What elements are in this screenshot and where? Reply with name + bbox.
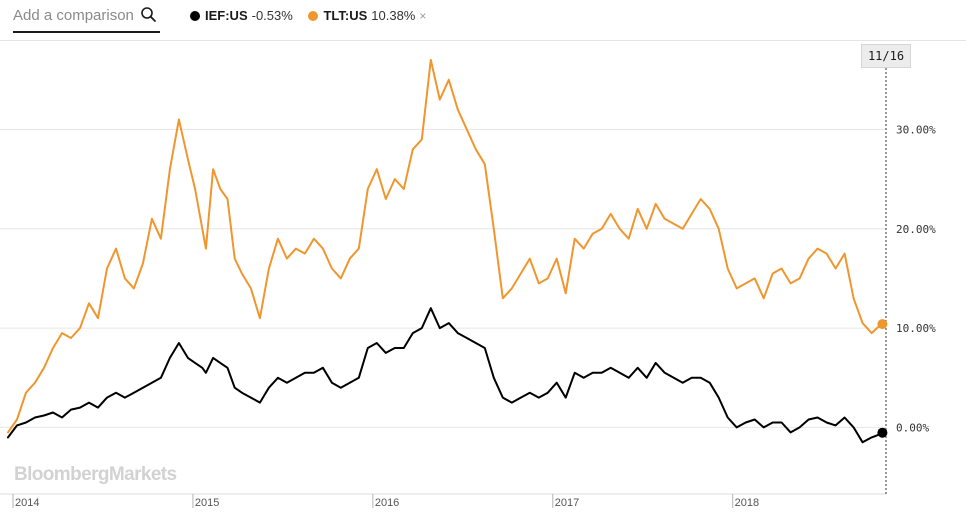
legend-dot-tlt [308, 10, 319, 21]
y-axis: 30.00% 20.00% 10.00% 0.00% [896, 123, 936, 434]
x-tick-label: 2016 [375, 497, 399, 509]
series-line-ief [7, 307, 884, 444]
search-icon[interactable] [140, 6, 158, 24]
legend-ticker: TLT:US [323, 8, 368, 23]
comparison-search[interactable]: Add a comparison [13, 0, 160, 33]
end-markers [877, 319, 888, 438]
search-placeholder: Add a comparison [13, 7, 134, 24]
series-line-tlt [7, 58, 884, 434]
legend-ticker: IEF:US [205, 8, 248, 23]
cursor-date-label: 11/16 [861, 44, 911, 68]
x-tick-label: 2017 [555, 497, 579, 509]
series-layer [7, 58, 884, 444]
brand-watermark: BloombergMarkets [14, 464, 177, 485]
x-tick-label: 2015 [195, 497, 219, 509]
header-divider [0, 40, 966, 41]
x-tick-label: 2018 [735, 497, 759, 509]
end-marker-tlt [877, 319, 888, 330]
legend: IEF:US -0.53% TLT:US 10.38% × [190, 8, 438, 24]
y-tick-label: 20.00% [896, 223, 936, 236]
legend-change: -0.53% [251, 8, 293, 23]
y-tick-label: 0.00% [896, 421, 929, 434]
legend-dot-ief [190, 10, 200, 21]
x-tick-label: 2014 [15, 497, 39, 509]
legend-item-tlt: TLT:US 10.38% × [308, 8, 426, 23]
end-marker-ief [877, 427, 888, 438]
remove-comparison-button[interactable]: × [419, 8, 427, 23]
legend-item-ief: IEF:US -0.53% [190, 8, 293, 23]
y-tick-label: 30.00% [896, 123, 936, 136]
legend-change: 10.38% [371, 8, 416, 23]
y-tick-label: 10.00% [896, 322, 936, 335]
x-axis: 2014 2015 2016 2017 2018 [0, 64, 887, 509]
